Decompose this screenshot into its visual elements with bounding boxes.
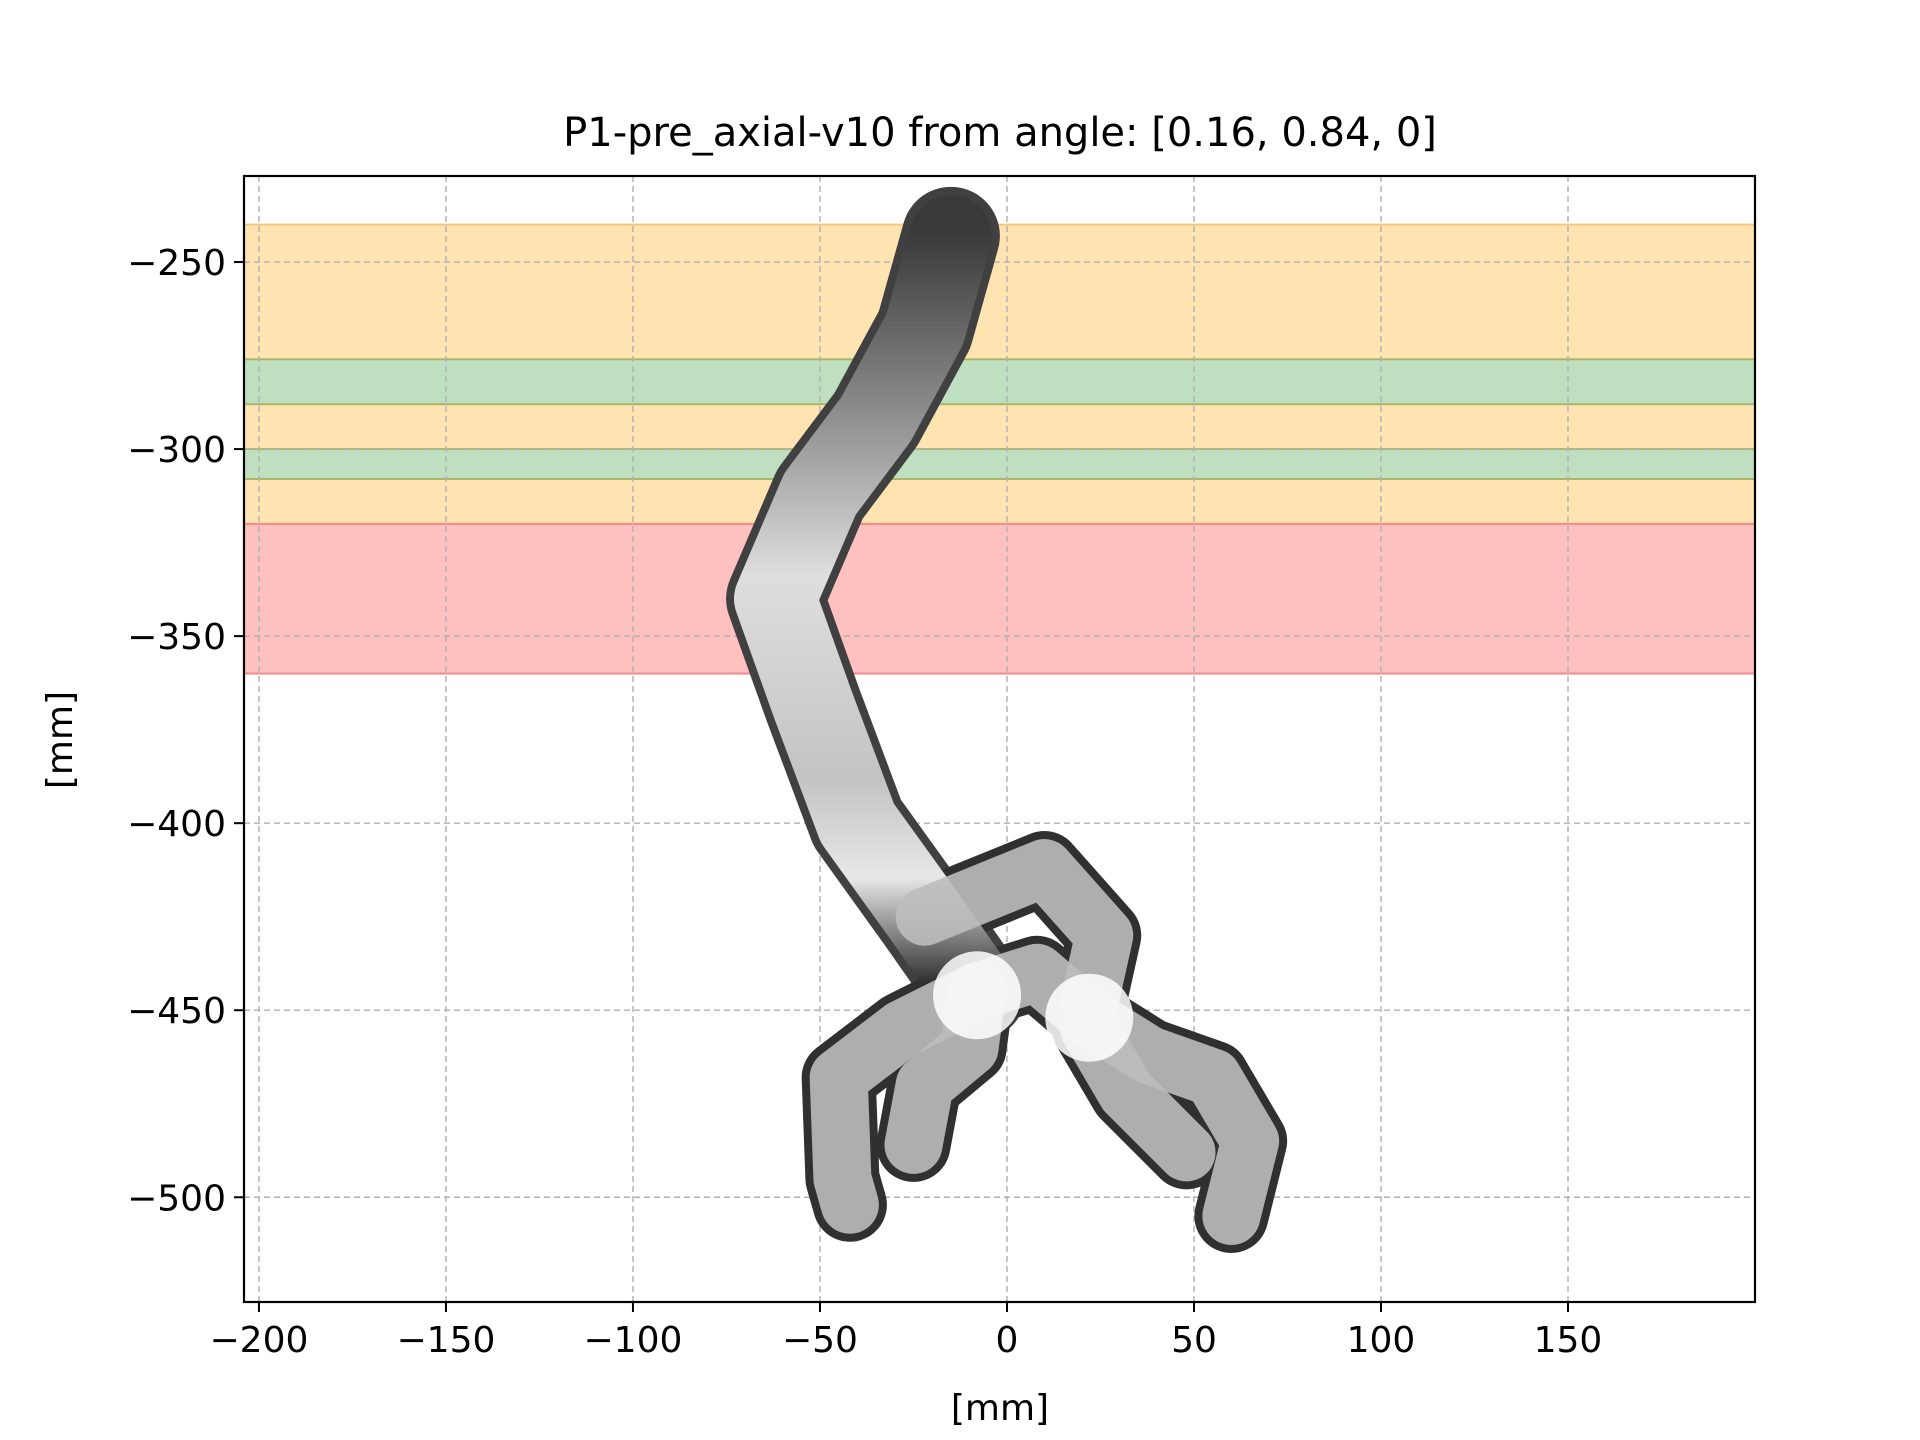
x-tick-label-2: −100	[584, 1320, 683, 1361]
x-tick-label-6: 100	[1347, 1320, 1416, 1361]
y-tick-label-5: −500	[127, 1178, 226, 1219]
y-tick-label-1: −300	[127, 430, 226, 471]
chart-title: P1-pre_axial-v10 from angle: [0.16, 0.84…	[563, 110, 1437, 156]
x-tick-label-0: −200	[210, 1320, 309, 1361]
x-tick-label-1: −150	[397, 1320, 496, 1361]
vessel-point-cloud	[726, 186, 1288, 1253]
y-tick-label-3: −400	[127, 804, 226, 845]
x-tick-label-5: 50	[1171, 1320, 1217, 1361]
y-tick-label-0: −250	[127, 243, 226, 284]
grid-layer	[244, 176, 1755, 1302]
y-tick-label-4: −450	[127, 991, 226, 1032]
x-axis-label: [mm]	[951, 1388, 1049, 1429]
x-tick-label-4: 0	[996, 1320, 1019, 1361]
vessel-branch-4	[895, 839, 1134, 1032]
vessel-branch-2	[948, 943, 1280, 1245]
vessel-branch-0	[809, 962, 1007, 1234]
plot-area-frame	[242, 174, 1757, 1304]
band-2	[244, 448, 1755, 481]
bifurcation-highlight-1	[1045, 973, 1134, 1062]
bifurcation-highlight-0	[933, 951, 1022, 1040]
vessel-trunk	[734, 194, 1019, 1033]
y-axis-label: [mm]	[40, 691, 81, 789]
x-tick-label-7: 150	[1534, 1320, 1603, 1361]
band-layer	[244, 223, 1755, 675]
y-axis-ticks: −250 −300 −350 −400 −450 −500	[127, 243, 244, 1219]
y-tick-label-2: −350	[127, 617, 226, 658]
x-axis-ticks: −200 −150 −100 −50 0 50 100 150	[210, 1302, 1603, 1361]
band-1	[244, 358, 1755, 406]
x-tick-label-3: −50	[782, 1320, 858, 1361]
band-3	[244, 522, 1755, 675]
